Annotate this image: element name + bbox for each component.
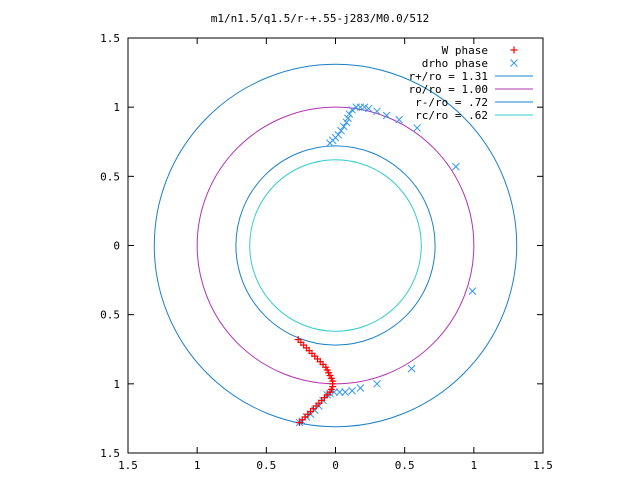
y-tick-label: 0.5	[100, 309, 120, 322]
y-tick-label: 1	[113, 101, 120, 114]
phase-points	[294, 103, 477, 427]
drho-phase-point	[342, 118, 351, 127]
drho-phase-point	[407, 364, 416, 373]
drho-phase-point	[360, 103, 369, 112]
drho-phase-point	[373, 107, 381, 116]
drho-phase-point	[395, 115, 403, 124]
legend-marker	[510, 59, 518, 67]
cross-stroke	[348, 386, 356, 395]
legend-label: W phase	[442, 44, 488, 57]
drho-phase-point	[334, 130, 343, 139]
circle-r-0_62	[249, 159, 422, 332]
legend-label: r+/ro = 1.31	[409, 70, 488, 83]
drho-phase-point	[337, 126, 345, 135]
legend-label: drho phase	[422, 57, 488, 70]
drho-phase-point	[451, 162, 460, 171]
cross-stroke	[407, 364, 416, 373]
legend-label: r-/ro = .72	[415, 96, 488, 109]
cross-stroke	[356, 384, 365, 392]
drho-phase-point	[413, 124, 421, 132]
drho-phase-point	[352, 103, 361, 112]
y-tick-label: 1.5	[100, 447, 120, 460]
y-tick-label: 0.5	[100, 170, 120, 183]
x-tick-label: 1.5	[533, 459, 553, 472]
reference-circles	[153, 63, 518, 428]
y-tick-label: 0	[113, 240, 120, 253]
drho-phase-point	[468, 287, 477, 296]
drho-phase-point	[341, 388, 350, 396]
cross-stroke	[468, 287, 477, 296]
cross-stroke	[337, 126, 345, 135]
cross-stroke	[344, 114, 352, 123]
chart-title: m1/n1.5/q1.5/r-+.55-j283/M0.0/512	[211, 12, 430, 25]
x-tick-label: 1.5	[118, 459, 138, 472]
cross-stroke	[345, 110, 354, 118]
drho-phase-point	[364, 104, 373, 113]
cross-stroke	[339, 122, 348, 131]
drho-phase-point	[356, 384, 365, 392]
drho-phase-point	[335, 388, 344, 396]
legend-label: rc/ro = .62	[415, 109, 488, 122]
cross-stroke	[360, 103, 369, 112]
y-tick-label: 1.5	[100, 32, 120, 45]
cross-stroke	[451, 162, 460, 171]
cross-stroke	[373, 379, 381, 388]
cross-stroke	[348, 106, 356, 114]
circle-r-0_72	[235, 145, 436, 346]
legend-label: ro/ro = 1.00	[409, 83, 488, 96]
circle-r-1	[196, 106, 475, 385]
drho-phase-point	[339, 122, 348, 131]
drho-phase-point	[348, 106, 356, 114]
x-tick-label: 1	[471, 459, 478, 472]
cross-stroke	[382, 111, 391, 120]
cross-stroke	[330, 388, 338, 396]
axis-ticks: 1.5 1 0.5 0 0.5 1 1.51.510.500.511.5	[100, 32, 553, 472]
drho-phase-point	[345, 110, 354, 118]
cross-stroke	[342, 118, 351, 127]
drho-phase-point	[373, 379, 381, 388]
cross-stroke	[341, 388, 350, 396]
cross-stroke	[335, 388, 344, 396]
cross-stroke	[395, 115, 403, 124]
x-tick-label: 0.5	[395, 459, 415, 472]
cross-stroke	[413, 124, 421, 132]
y-tick-label: 1	[113, 378, 120, 391]
cross-stroke	[373, 107, 381, 116]
x-tick-label: 1	[194, 459, 201, 472]
cross-stroke	[364, 104, 373, 113]
drho-phase-point	[344, 114, 352, 123]
x-tick-label: 0.5	[256, 459, 276, 472]
drho-phase-point	[348, 386, 356, 395]
circle-r-1_31	[153, 63, 518, 428]
cross-stroke	[334, 130, 343, 139]
drho-phase-point	[382, 111, 391, 120]
w-phase-point	[296, 419, 304, 427]
x-tick-label: 0	[332, 459, 339, 472]
